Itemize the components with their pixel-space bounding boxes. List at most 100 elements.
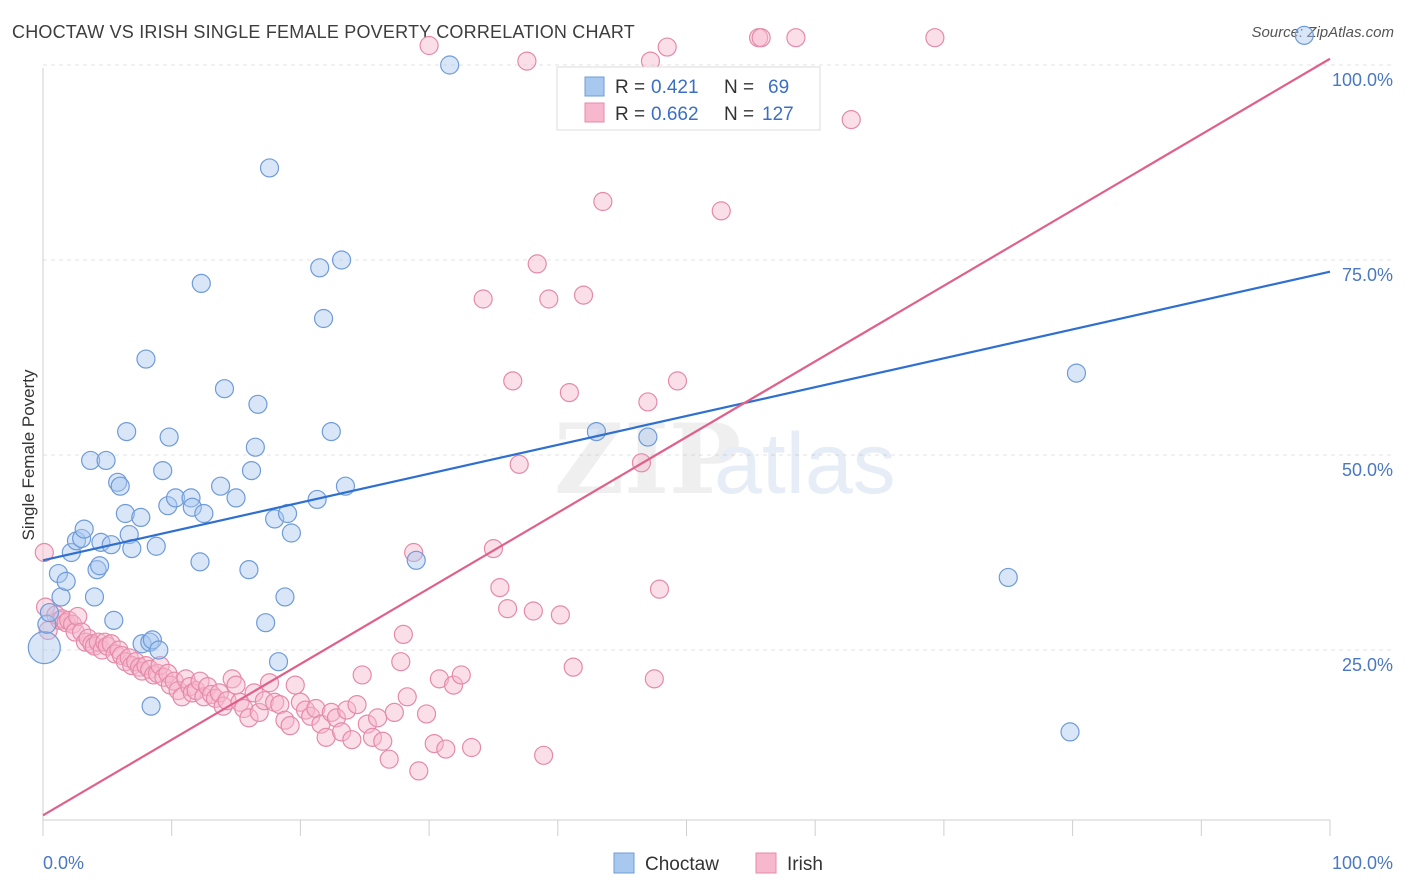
irish-point-88 <box>397 687 417 707</box>
y-axis-label: Single Female Poverty <box>19 369 38 541</box>
y-tick-label-0: 25.0% <box>1342 655 1393 675</box>
irish-point-109 <box>539 289 559 309</box>
irish-point-94 <box>429 669 449 689</box>
irish-point-83 <box>373 731 393 751</box>
choctaw-point-39 <box>191 273 211 293</box>
trend-lines <box>42 57 1331 817</box>
choctaw-point-44 <box>239 560 259 580</box>
irish-point-92 <box>419 35 439 56</box>
legend-label-irish: Irish <box>787 854 823 875</box>
irish-r-label: R = <box>615 104 645 125</box>
irish-point-65 <box>280 716 300 736</box>
irish-point-36 <box>158 663 178 684</box>
choctaw-r-value: 0.421 <box>651 77 699 98</box>
choctaw-point-41 <box>211 476 231 496</box>
irish-point-105 <box>517 51 537 71</box>
choctaw-point-43 <box>226 488 246 508</box>
irish-point-82 <box>368 708 388 728</box>
irish-point-98 <box>461 737 482 758</box>
irish-point-93 <box>424 733 444 754</box>
irish-point-113 <box>573 285 594 305</box>
irish-point-126 <box>841 109 861 130</box>
irish-point-76 <box>337 700 357 720</box>
choctaw-point-1 <box>37 614 57 634</box>
choctaw-point-21 <box>117 422 137 442</box>
irish-points <box>34 28 945 781</box>
choctaw-point-58 <box>321 422 341 442</box>
irish-n-label: N = <box>724 104 754 125</box>
choctaw-point-17 <box>104 610 124 630</box>
choctaw-legend-swatch <box>584 76 605 97</box>
choctaw-point-3 <box>48 563 69 584</box>
choctaw-point-64 <box>638 427 658 447</box>
irish-point-116 <box>638 392 658 412</box>
choctaw-r-label: R = <box>615 77 645 98</box>
choctaw-point-59 <box>331 250 352 270</box>
irish-point-101 <box>490 577 510 598</box>
choctaw-point-37 <box>182 497 202 517</box>
choctaw-point-48 <box>256 613 276 633</box>
irish-r-value: 0.662 <box>651 104 699 125</box>
y-tick-label-1: 50.0% <box>1342 460 1393 480</box>
irish-point-59 <box>249 702 269 723</box>
irish-point-103 <box>503 371 523 391</box>
choctaw-point-9 <box>74 519 94 539</box>
source-note: Source: ZipAtlas.com <box>1251 24 1394 41</box>
stats-legend: R = 0.421 N = 69 R = 0.662 N = 127 <box>556 66 821 131</box>
irish-point-79 <box>352 665 372 685</box>
choctaw-point-0 <box>27 631 61 665</box>
irish-point-124 <box>751 28 771 48</box>
watermark-atlas: atlas <box>714 416 896 512</box>
irish-point-110 <box>550 605 570 625</box>
choctaw-n-value: 69 <box>768 77 789 98</box>
choctaw-point-31 <box>149 640 169 660</box>
irish-point-77 <box>342 730 362 750</box>
irish-point-96 <box>443 675 464 695</box>
choctaw-point-2 <box>39 602 60 623</box>
choctaw-point-62 <box>440 55 460 75</box>
irish-point-54 <box>226 675 246 695</box>
choctaw-point-24 <box>131 507 151 528</box>
y-axis-tick-labels: 25.0% 50.0% 75.0% 100.0% <box>1332 70 1393 675</box>
irish-point-70 <box>306 698 326 719</box>
choctaw-point-38 <box>190 552 210 572</box>
choctaw-point-19 <box>110 476 130 496</box>
irish-point-89 <box>404 542 424 563</box>
grid-lines <box>43 64 1393 651</box>
irish-point-122 <box>711 201 731 221</box>
irish-point-104 <box>509 454 529 474</box>
irish-point-90 <box>409 761 429 781</box>
choctaw-point-49 <box>259 158 280 178</box>
irish-point-118 <box>644 669 664 689</box>
irish-point-64 <box>275 710 295 730</box>
x-axis-ticks <box>42 820 1331 836</box>
irish-point-111 <box>559 383 579 403</box>
choctaw-point-35 <box>165 488 186 508</box>
choctaw-point-66 <box>1060 722 1080 742</box>
irish-point-85 <box>384 702 404 723</box>
choctaw-point-52 <box>275 587 295 607</box>
irish-point-0 <box>34 542 54 563</box>
choctaw-point-57 <box>313 308 334 329</box>
irish-point-34 <box>150 655 170 676</box>
irish-point-127 <box>925 28 945 48</box>
x-tick-label-min: 0.0% <box>43 853 84 873</box>
choctaw-point-33 <box>158 496 178 516</box>
choctaw-point-4 <box>51 587 71 607</box>
choctaw-point-67 <box>1066 363 1087 383</box>
irish-point-66 <box>285 675 305 695</box>
irish-point-125 <box>786 28 806 48</box>
choctaw-point-46 <box>245 437 265 457</box>
choctaw-point-47 <box>248 394 268 414</box>
irish-point-108 <box>534 745 554 765</box>
irish-point-56 <box>234 698 254 719</box>
irish-point-114 <box>593 191 613 212</box>
irish-point-121 <box>667 371 688 391</box>
y-tick-label-3: 100.0% <box>1332 70 1393 90</box>
choctaw-point-29 <box>142 630 162 650</box>
legend-swatch-choctaw <box>613 852 635 874</box>
choctaw-points <box>27 25 1314 742</box>
legend-swatch-irish <box>755 852 777 874</box>
irish-point-112 <box>563 657 583 677</box>
irish-point-119 <box>649 579 670 599</box>
